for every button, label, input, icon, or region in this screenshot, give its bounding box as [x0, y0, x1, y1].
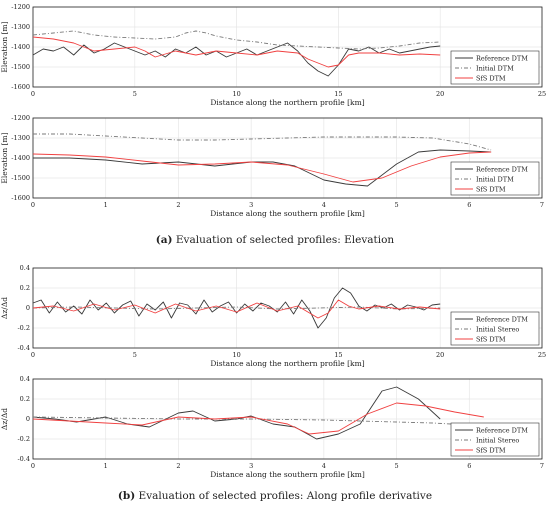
legend: Reference DTM Initial DTM SfS DTM — [450, 50, 540, 85]
y-tick-label: -0.4 — [17, 344, 30, 352]
x-tick-label: 0 — [31, 351, 35, 359]
x-tick-label: 4 — [322, 462, 326, 470]
series-line-initial-stereo — [32, 306, 441, 310]
x-tick-label: 25 — [538, 90, 546, 98]
y-tick-label: -0.2 — [17, 435, 30, 443]
y-tick-label: 0.4 — [20, 375, 30, 383]
legend-box — [450, 50, 540, 85]
x-tick-label: 20 — [436, 351, 444, 359]
caption-b-tag: (b) — [117, 490, 136, 502]
chart-panel-3: 0 5 10 15 20 25 -0.4 -0.2 0 0.2 0.4 Distance along … — [0, 264, 546, 368]
y-tick-label: -1500 — [11, 63, 30, 71]
y-tick-label: -1500 — [11, 174, 30, 182]
x-tick-label: 0 — [31, 201, 35, 209]
caption-b-text: Evaluation of selected profiles: Along p… — [138, 490, 433, 502]
legend-box — [450, 161, 540, 196]
x-tick-label: 0 — [31, 462, 35, 470]
x-tick-label: 15 — [334, 90, 342, 98]
x-tick-label: 25 — [538, 351, 546, 359]
series-line-sfs-dtm — [32, 36, 441, 68]
y-tick-label: -1300 — [11, 23, 30, 31]
x-axis-label: Distance along the southern profile [km] — [210, 209, 365, 218]
x-tick-label: 2 — [176, 462, 180, 470]
y-tick-label: -1400 — [11, 154, 30, 162]
x-tick-label: 4 — [322, 201, 326, 209]
y-tick-label: -1600 — [11, 194, 30, 202]
y-tick-label: -1300 — [11, 134, 30, 142]
plot-frame — [32, 6, 543, 88]
legend: Reference DTM Initial Stereo SfS DTM — [450, 422, 540, 457]
x-tick-label: 15 — [334, 351, 342, 359]
x-tick-label: 1 — [104, 462, 108, 470]
x-axis-label: Distance along the northern profile [km] — [210, 98, 364, 107]
series-line-initial-dtm — [33, 133, 492, 151]
legend-label: SfS DTM — [476, 74, 506, 82]
y-tick-label: -1200 — [11, 3, 30, 11]
x-axis-label: Distance along the northern profile [km] — [210, 359, 364, 368]
x-tick-label: 6 — [467, 201, 471, 209]
chart-panel-1: 0 5 10 15 20 25 -1600 -1500 -1400 -1300 -1200 Dista… — [0, 3, 546, 107]
legend-box — [450, 311, 540, 346]
x-tick-label: 2 — [176, 201, 180, 209]
series-line-initial-dtm — [32, 30, 441, 50]
series-line-reference-dtm — [33, 149, 492, 187]
legend-label: Initial Stereo — [476, 436, 519, 444]
x-tick-label: 5 — [133, 351, 137, 359]
legend-label: Initial DTM — [476, 64, 514, 72]
y-tick-label: 0.2 — [20, 395, 30, 403]
x-tick-label: 5 — [133, 90, 137, 98]
x-axis-label: Distance along the southern profile [km] — [210, 470, 365, 479]
y-tick-label: -1600 — [11, 83, 30, 91]
legend-label: Reference DTM — [476, 426, 528, 434]
x-tick-label: 5 — [395, 462, 399, 470]
legend-label: Initial DTM — [476, 175, 514, 183]
series-line-reference-dtm — [32, 386, 441, 440]
y-tick-label: -1400 — [11, 43, 30, 51]
legend-box — [450, 422, 540, 457]
x-tick-label: 7 — [540, 201, 544, 209]
x-tick-label: 10 — [232, 351, 240, 359]
legend-label: SfS DTM — [476, 185, 506, 193]
legend-label: Reference DTM — [476, 315, 528, 323]
caption-b: (b) Evaluation of selected profiles: Alo… — [0, 490, 550, 502]
y-tick-label: -1200 — [11, 114, 30, 122]
legend-label: Reference DTM — [476, 165, 528, 173]
legend: Reference DTM Initial DTM SfS DTM — [450, 161, 540, 196]
x-tick-label: 20 — [436, 90, 444, 98]
x-tick-label: 1 — [104, 201, 108, 209]
x-tick-label: 10 — [232, 90, 240, 98]
caption-a: (a) Evaluation of selected profiles: Ele… — [0, 234, 550, 246]
series-line-sfs-dtm — [32, 299, 441, 319]
series-line-sfs-dtm — [32, 151, 492, 183]
series-line-initial-stereo — [32, 416, 492, 428]
legend: Reference DTM Initial Stereo SfS DTM — [450, 311, 540, 346]
caption-a-text: Evaluation of selected profiles: Elevati… — [175, 234, 395, 246]
caption-a-tag: (a) — [155, 234, 173, 246]
y-tick-label: 0.2 — [20, 284, 30, 292]
y-tick-label: 0 — [26, 304, 30, 312]
x-tick-label: 3 — [249, 462, 253, 470]
y-tick-label: -0.4 — [17, 455, 30, 463]
x-tick-label: 6 — [467, 462, 471, 470]
y-tick-label: 0 — [26, 415, 30, 423]
x-tick-label: 0 — [31, 90, 35, 98]
y-axis-label: Elevation [m] — [0, 132, 9, 183]
y-axis-label: Δz/Δd — [0, 408, 9, 430]
y-axis-label: Δz/Δd — [0, 297, 9, 319]
legend-label: Initial Stereo — [476, 325, 519, 333]
series-line-sfs-dtm — [32, 402, 484, 435]
x-tick-label: 5 — [395, 201, 399, 209]
chart-panel-2: 0 1 2 3 4 5 6 7 -1600 -1500 -1400 -1300 -1200 Distanc… — [0, 114, 544, 218]
legend-label: SfS DTM — [476, 335, 506, 343]
y-tick-label: 0.4 — [20, 264, 30, 272]
x-tick-label: 7 — [540, 462, 544, 470]
y-tick-label: -0.2 — [17, 324, 30, 332]
x-tick-label: 3 — [249, 201, 253, 209]
chart-panel-4: 0 1 2 3 4 5 6 7 -0.4 -0.2 0 0.2 0.4 Distance along th… — [0, 375, 544, 479]
legend-label: Reference DTM — [476, 54, 528, 62]
y-axis-label: Elevation [m] — [0, 21, 9, 72]
legend-label: SfS DTM — [476, 446, 506, 454]
